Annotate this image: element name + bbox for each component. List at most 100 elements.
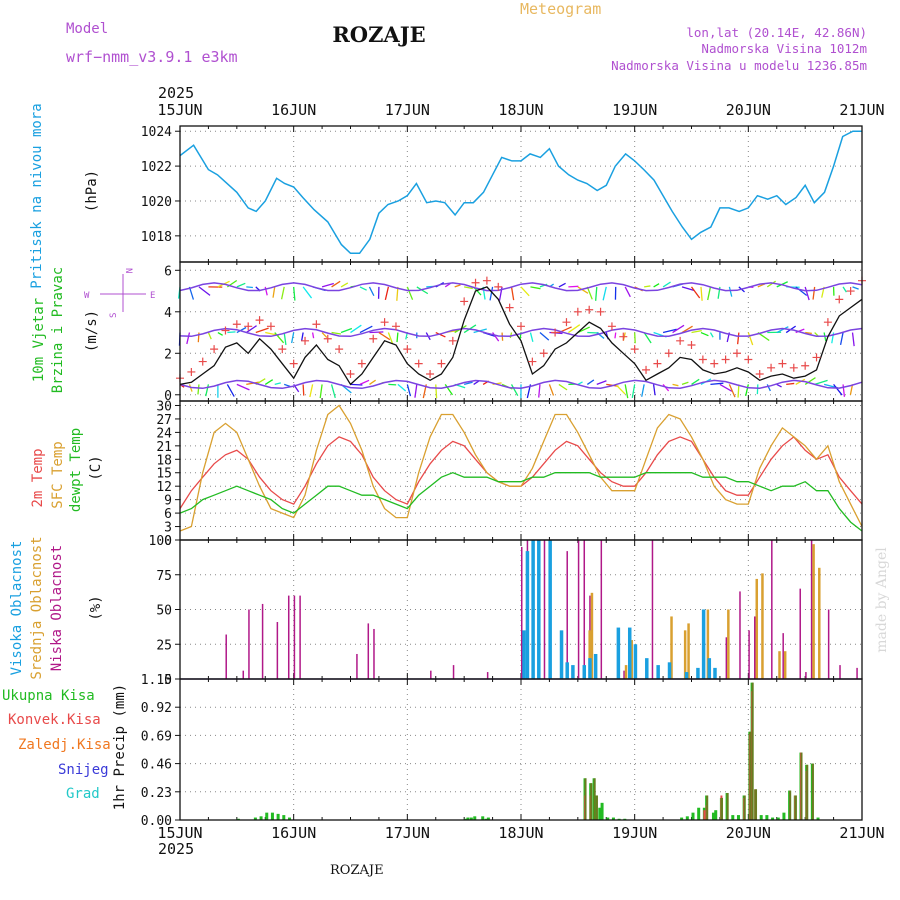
cloud-panel: 0 25 50 75 100 — [149, 534, 863, 688]
y-tick-label: 0 — [164, 389, 172, 404]
total-rain-bar — [771, 817, 775, 820]
high-cloud-bar — [548, 540, 552, 679]
station-title: ROZAJE — [332, 22, 425, 47]
wind-arrow — [186, 332, 191, 345]
wind-arrow — [852, 286, 859, 290]
high-cloud-bar — [701, 609, 706, 679]
mid-cloud-bar — [687, 623, 690, 679]
wind-gust-marker — [812, 353, 821, 362]
wind-arrow — [369, 379, 377, 385]
bottom-date-label: 19JUN — [612, 824, 657, 842]
wind-gust-marker — [448, 336, 457, 345]
legend-total-rain: Ukupna Kisa — [2, 688, 95, 704]
wind-gust-marker — [607, 322, 616, 331]
top-date-label: 15JUN — [157, 101, 202, 119]
y-tick-label: 1020 — [141, 195, 172, 210]
low-cloud-bar — [577, 540, 580, 679]
top-date-label: 16JUN — [271, 101, 316, 119]
wind-arrow — [641, 384, 645, 397]
mixed-rain-bar — [751, 682, 754, 820]
y-tick-label: 1022 — [141, 160, 172, 175]
wind-gust-marker — [846, 287, 855, 296]
low-cloud-bar — [839, 665, 841, 679]
low-cloud-bar — [856, 667, 858, 679]
low-cloud-bar — [367, 623, 370, 679]
wind-arrow — [681, 325, 693, 334]
wind-arrow — [728, 384, 736, 398]
wind-arrow — [198, 286, 211, 296]
wind-gust-marker — [687, 340, 696, 349]
wind-arrow — [319, 384, 323, 399]
mid-cloud-bar — [590, 592, 594, 679]
temp-unit: (C) — [88, 455, 104, 480]
wind-gust-marker — [778, 359, 787, 368]
wind-arrow — [291, 332, 295, 344]
high-cloud-bar — [593, 653, 598, 679]
wind-gust-marker — [721, 355, 730, 364]
wind-gust-marker — [642, 365, 651, 374]
y-tick-label: 100 — [149, 534, 172, 549]
wind-arrow — [728, 286, 733, 297]
wind-arrow — [538, 384, 541, 398]
legend-conv-rain: Konvek.Kisa — [8, 712, 101, 728]
wind-gust-marker — [517, 322, 525, 331]
low-cloud-bar — [651, 540, 654, 679]
wind-arrow — [283, 383, 291, 388]
compass-w: W — [84, 291, 90, 301]
wind-arrow — [227, 331, 236, 334]
high-cloud-bar — [696, 667, 700, 679]
wind-direction-band — [179, 379, 863, 390]
wind-arrow — [776, 326, 789, 334]
low-cloud-bar — [452, 665, 455, 679]
mixed-rain-bar — [706, 795, 709, 820]
wind-arrow — [745, 384, 749, 397]
wind-gust-marker — [278, 345, 287, 354]
wind-arrow — [217, 331, 223, 336]
meteogram-title: Meteogram — [520, 0, 601, 18]
wind-gust-marker — [732, 349, 741, 358]
y-tick-label: 4 — [164, 306, 172, 321]
low-cloud-bar — [543, 540, 546, 679]
wind-arrow — [245, 325, 257, 334]
model-label: Model — [66, 21, 108, 37]
total-rain-bar — [782, 812, 786, 820]
bottom-year: 2025 — [158, 840, 194, 858]
wind-arrow — [283, 332, 287, 345]
wind-speed-line — [179, 286, 863, 386]
y-tick-label: 9 — [164, 494, 172, 509]
mid-cloud-bar — [818, 567, 821, 679]
low-cloud-bar — [827, 609, 830, 679]
total-rain-bar — [466, 817, 470, 820]
high-cloud-bar — [713, 667, 717, 679]
low-cloud-bar — [373, 628, 375, 679]
wind-gust-marker — [232, 320, 241, 329]
wind-arrow — [558, 282, 566, 288]
y-tick-label: 50 — [156, 604, 172, 619]
low-cloud-bar — [810, 540, 813, 679]
wind-arrow — [577, 326, 590, 334]
legend-frozen-rain: Zaledj.Kisa — [18, 737, 111, 753]
wind-gust-marker — [755, 370, 764, 379]
wind-gust-marker — [380, 318, 389, 327]
wind-arrow — [747, 332, 754, 346]
wind-gust-marker — [289, 359, 298, 368]
total-rain-bar — [259, 816, 263, 820]
high-cloud-bar — [627, 627, 632, 679]
low-cloud-bar — [600, 540, 603, 679]
wind-arrow — [634, 332, 636, 344]
temp2m-title: 2m Temp — [30, 448, 46, 507]
mixed-rain-bar — [720, 797, 723, 820]
compass-s: S — [109, 313, 119, 318]
mixed-rain-bar — [749, 731, 752, 820]
wind-gust-marker — [323, 334, 332, 343]
total-rain-bar — [276, 813, 280, 820]
wind-arrow — [766, 280, 777, 288]
wind-arrow — [473, 380, 480, 385]
wind-arrow — [280, 286, 285, 300]
pressure-unit: (hPa) — [84, 170, 100, 212]
wind-arrow — [340, 327, 353, 334]
wind-gust-marker — [494, 282, 503, 291]
wind-gust-marker — [789, 363, 798, 372]
low-cloud-bar — [299, 595, 301, 679]
high-cloud-bar — [525, 551, 530, 679]
